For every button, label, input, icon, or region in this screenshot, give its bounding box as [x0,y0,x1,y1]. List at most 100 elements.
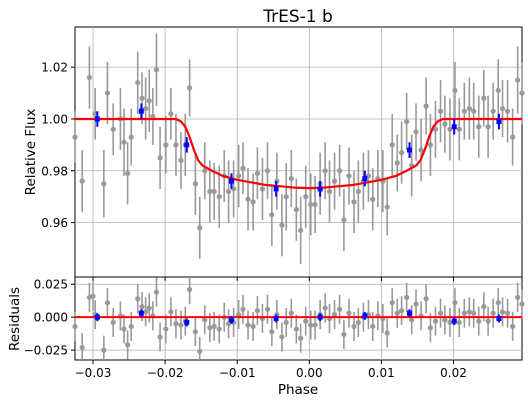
residual-raw-point [225,321,232,327]
main-raw-point [236,173,242,179]
main-raw-point [254,170,261,176]
main-raw-point [279,222,285,228]
residual-raw-point [336,306,343,312]
residual-raw-point [490,310,496,316]
residual-y-tick-label: 0.025 [34,278,68,292]
residual-raw-point [216,326,222,332]
main-binned-point [273,186,279,192]
residual-raw-point [192,329,199,335]
residual-raw-point [471,310,477,316]
residual-raw-point [423,296,429,302]
residual-binned-point [94,314,100,320]
residual-raw-point [485,318,491,324]
residual-binned-point [317,314,323,320]
main-raw-point [461,108,467,114]
residual-raw-point [125,342,131,348]
main-raw-point [447,126,453,132]
main-raw-point [519,90,525,96]
residual-raw-point [437,310,444,316]
residual-raw-point [384,330,390,336]
residual-raw-point [413,301,419,307]
residual-raw-point [510,323,516,330]
residual-raw-point [394,310,400,316]
residual-raw-point [346,310,352,316]
x-tick-label: 0.02 [440,366,467,380]
x-ticks: −0.03 −0.02 −0.01 0.00 0.01 0.02 [75,277,467,380]
main-raw-point [418,147,424,153]
main-raw-point [202,168,208,174]
main-raw-point [139,95,145,101]
main-raw-point [250,199,256,205]
main-raw-point [79,178,85,184]
main-raw-point [389,142,395,148]
x-axis-label: Phase [278,382,318,398]
residual-raw-point [128,323,134,330]
residual-raw-point [197,348,203,355]
main-raw-point [481,95,487,101]
main-raw-point [423,103,429,109]
residual-raw-point [495,300,501,306]
residual-raw-point [240,306,246,312]
main-raw-point [187,85,193,91]
residual-y-tick-label: −0.025 [24,344,68,358]
residual-raw-point [143,309,149,315]
main-raw-point [504,108,511,114]
main-binned-point [496,119,502,125]
main-y-ticks: 0.96 0.98 1.00 1.02 [41,61,75,230]
residual-binned-point [228,317,234,323]
residual-raw-point [398,307,405,314]
residual-raw-point [308,322,314,328]
residual-raw-point [370,323,376,330]
main-raw-point [341,217,347,223]
main-raw-point [303,194,309,200]
main-raw-point [308,201,314,208]
main-binned-point [94,116,100,122]
main-raw-point [476,124,482,130]
main-y-tick-label: 1.02 [41,61,68,75]
main-raw-point [499,106,506,112]
main-raw-point [245,196,251,202]
main-raw-point [336,168,343,174]
residual-binned-point [451,318,457,324]
main-raw-point [269,212,275,218]
main-raw-point [346,173,352,179]
residual-raw-point [202,317,208,323]
main-raw-point [490,108,496,114]
residual-raw-point [207,325,213,331]
main-raw-point [456,126,462,132]
main-raw-point [515,77,521,83]
main-raw-point [146,98,152,104]
main-binned-point [228,178,234,184]
residual-binned-point [138,310,144,316]
residual-raw-point [427,325,434,331]
main-raw-point [326,188,333,195]
residual-raw-point [288,310,294,316]
residual-raw-point [79,344,85,351]
residual-raw-point [211,323,217,330]
residual-raw-point [173,321,179,327]
main-y-tick-label: 0.96 [41,216,68,230]
residual-raw-point [101,347,107,353]
residual-raw-point [139,304,145,310]
residual-raw-point [476,318,482,324]
residual-raw-point [104,300,111,306]
main-raw-point [495,87,501,94]
main-raw-point [394,160,400,166]
x-tick-label: −0.01 [219,366,256,380]
residual-raw-points [72,277,525,360]
main-raw-point [510,134,516,140]
residual-raw-point [322,305,328,311]
residual-raw-point [168,309,174,315]
main-raw-points [72,33,525,265]
main-binned-point [138,108,144,114]
main-binned-points [94,103,502,197]
residual-raw-point [121,326,127,332]
residual-raw-point [442,317,448,323]
residual-raw-point [404,294,410,301]
main-raw-point [288,175,294,182]
main-raw-point [86,74,93,81]
main-raw-point [225,188,232,195]
residual-raw-point [456,319,462,326]
main-raw-point [150,113,156,119]
